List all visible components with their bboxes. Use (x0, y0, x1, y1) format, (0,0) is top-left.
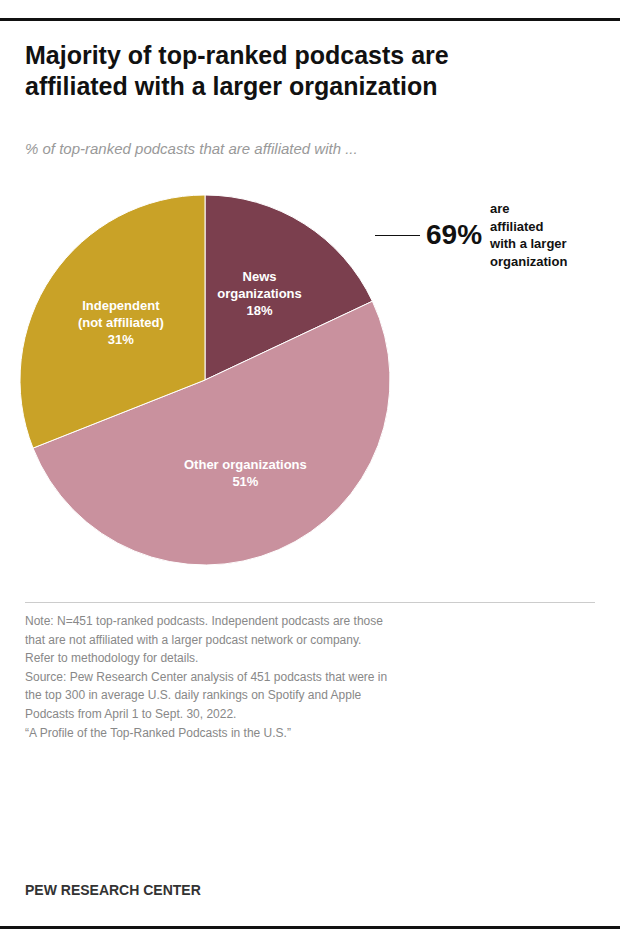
html-text:69%: 69% (426, 219, 482, 251)
html-text:PEW RESEARCH CENTER: PEW RESEARCH CENTER (25, 882, 201, 898)
svg-text:Newsorganizations18%: Newsorganizations18% (217, 269, 302, 318)
html-text:are affiliated with a larger o: are affiliated with a larger organizatio… (490, 201, 568, 269)
svg-text:Other organizations51%: Other organizations51% (184, 457, 307, 489)
html-text:Majority of top-ranked podcast: Majority of top-ranked podcasts are affi… (25, 41, 449, 101)
svg-text:Independent(not affiliated)31%: Independent(not affiliated)31% (78, 298, 164, 347)
html-text:% of top-ranked podcasts that: % of top-ranked podcasts that are affili… (25, 140, 358, 157)
html-text:Note: N=451 top-ranked podcast: Note: N=451 top-ranked podcasts. Indepen… (25, 614, 388, 740)
